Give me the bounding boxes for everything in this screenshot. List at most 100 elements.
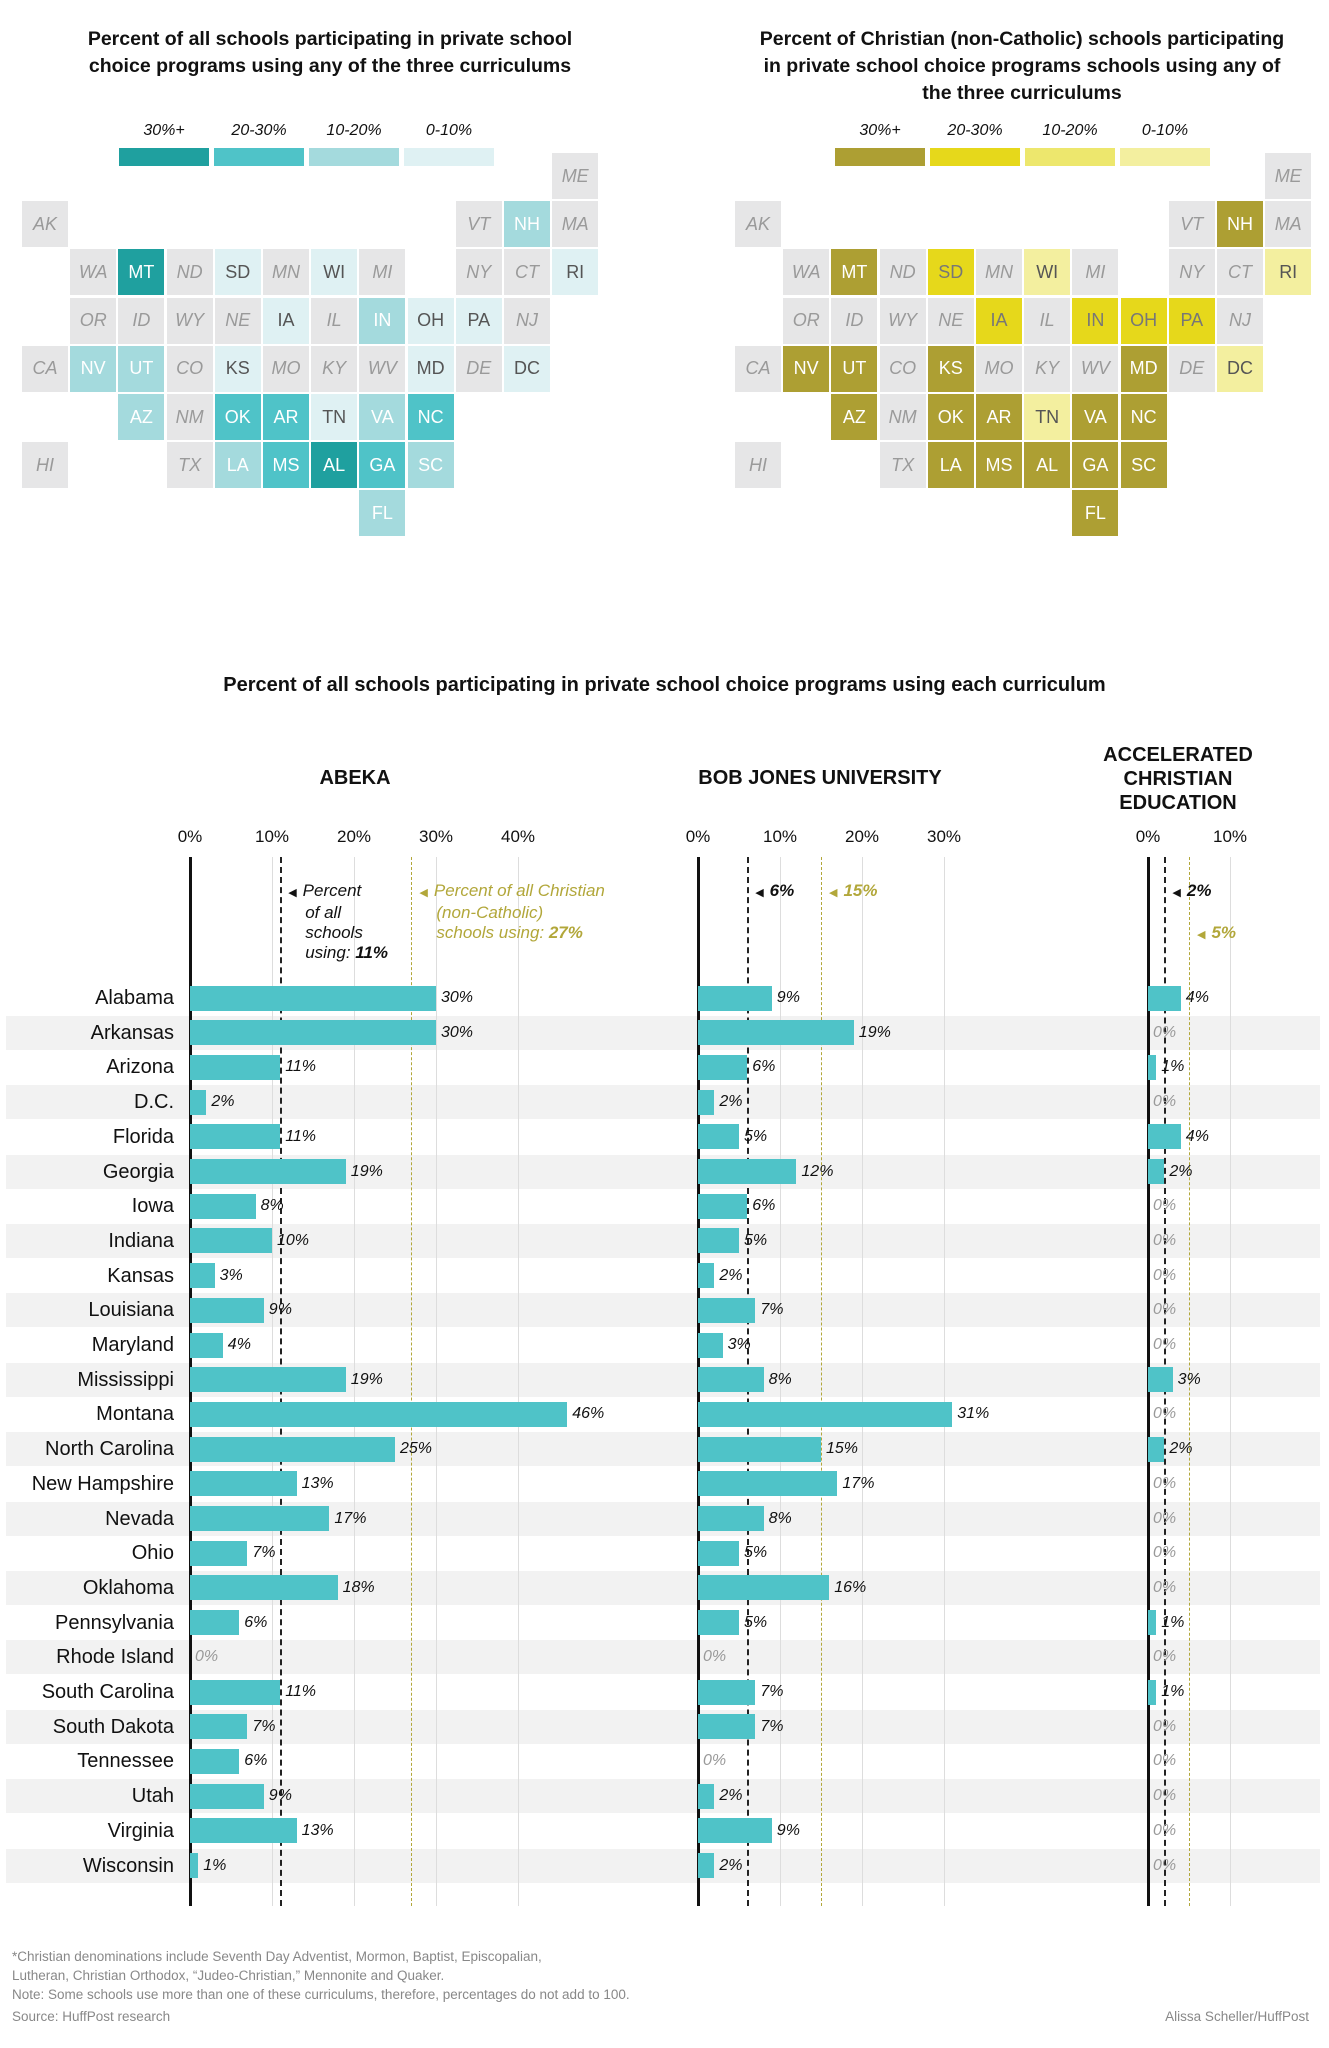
- value-label: 6%: [244, 1613, 268, 1631]
- reference-line-christian: [821, 857, 822, 1906]
- state-tile-hi: HI: [22, 442, 68, 489]
- state-tile-nm: NM: [879, 394, 926, 440]
- bar: [698, 1124, 739, 1150]
- footnote-line: Lutheran, Christian Orthodox, “Judeo-Chr…: [12, 1968, 445, 1983]
- column-title: ACCELERATED CHRISTIAN EDUCATION: [1103, 743, 1253, 815]
- state-tile-tx: TX: [166, 442, 213, 489]
- annotation-text: Percent of all Christian: [433, 881, 605, 900]
- value-label: 0%: [195, 1648, 219, 1666]
- annotation-text: (non-Catholic): [436, 903, 544, 922]
- annotation-line: of all: [305, 903, 388, 923]
- value-label: 8%: [768, 1509, 792, 1527]
- state-tile-wv: WV: [1072, 345, 1119, 392]
- bar: [1148, 1124, 1181, 1150]
- arrow-left-icon: ◀: [1197, 929, 1206, 941]
- value-label: 0%: [1153, 1717, 1177, 1735]
- state-label: Nevada: [105, 1507, 174, 1530]
- bar: [190, 1714, 248, 1740]
- annotation-text: Percent: [302, 881, 362, 900]
- gridline: [518, 857, 519, 1906]
- value-label: 0%: [1153, 1474, 1177, 1492]
- column-title-line: ACCELERATED: [1103, 744, 1253, 766]
- state-label: Kansas: [107, 1264, 174, 1287]
- state-tile-ma: MA: [552, 201, 599, 248]
- source-note: Source: HuffPost research: [12, 2009, 171, 2024]
- state-tile-ks: KS: [214, 345, 261, 392]
- value-label: 0%: [1153, 1197, 1177, 1215]
- value-label: 0%: [1153, 1093, 1177, 1111]
- state-tile-wi: WI: [1024, 249, 1071, 296]
- map-title: Percent of all schools participating in …: [87, 28, 573, 77]
- annotation-line: ◀ Percent: [288, 881, 388, 903]
- state-tile-id: ID: [831, 297, 878, 344]
- value-label: 7%: [760, 1301, 784, 1319]
- state-label: Indiana: [108, 1229, 174, 1252]
- state-tile-nm: NM: [166, 394, 213, 440]
- annotation-value: 2%: [1186, 881, 1212, 900]
- state-tile-hi: HI: [735, 442, 781, 489]
- state-tile-wa: WA: [70, 249, 117, 296]
- bar: [698, 1818, 772, 1844]
- annotation-text: of all: [305, 903, 342, 922]
- annotation-text: using:: [305, 943, 356, 962]
- legend-swatch: [119, 148, 209, 166]
- state-label: D.C.: [134, 1091, 174, 1114]
- bar: [698, 1610, 739, 1636]
- state-tile-ok: OK: [214, 394, 261, 440]
- value-label: 0%: [703, 1648, 727, 1666]
- tick-label: 20%: [844, 827, 880, 846]
- value-label: 4%: [1185, 1127, 1209, 1145]
- value-label: 0%: [1153, 1266, 1177, 1284]
- value-label: 10%: [277, 1231, 310, 1249]
- value-label: 0%: [1153, 1821, 1177, 1839]
- row-background: [6, 1085, 1320, 1120]
- value-label: 0%: [1153, 1231, 1177, 1249]
- legend-label: 10-20%: [1042, 122, 1098, 139]
- bar: [1148, 1610, 1157, 1636]
- legend-label: 0-10%: [1141, 122, 1189, 139]
- value-label: 7%: [760, 1717, 784, 1735]
- state-tile-va: VA: [1072, 394, 1119, 440]
- state-tile-oh: OH: [1120, 297, 1167, 344]
- bar: [1148, 1054, 1157, 1080]
- value-label: 25%: [400, 1440, 433, 1458]
- state-tile-in: IN: [1072, 297, 1119, 344]
- state-tile-nd: ND: [166, 249, 213, 296]
- tick-label: 10%: [762, 827, 798, 846]
- value-label: 9%: [268, 1787, 292, 1805]
- state-tile-ri: RI: [1265, 249, 1312, 296]
- state-label: North Carolina: [45, 1438, 174, 1461]
- bar: [190, 1401, 568, 1427]
- bar: [698, 1540, 739, 1566]
- bar: [190, 985, 436, 1011]
- reference-line-christian: [411, 857, 413, 1906]
- value-label: 7%: [760, 1683, 784, 1700]
- state-tile-dc: DC: [1217, 345, 1263, 392]
- state-tile-dc: DC: [504, 345, 550, 392]
- state-tile-wy: WY: [879, 297, 926, 344]
- bar: [190, 1089, 207, 1115]
- state-tile-ma: MA: [1265, 201, 1312, 248]
- tick-label: 0%: [177, 827, 203, 846]
- gridline: [780, 857, 781, 1906]
- reference-line-christian: [1189, 857, 1190, 1906]
- state-tile-pa: PA: [1168, 297, 1215, 344]
- bar-chart-title: Percent of all schools participating in …: [223, 674, 1106, 696]
- state-tile-oh: OH: [407, 297, 454, 344]
- bar: [190, 1124, 281, 1150]
- value-label: 5%: [744, 1544, 768, 1562]
- value-label: 7%: [252, 1717, 276, 1735]
- legend-swatch: [404, 148, 494, 166]
- state-label: Maryland: [91, 1334, 174, 1356]
- column-title-line: CHRISTIAN: [1123, 768, 1233, 790]
- gridline: [1230, 857, 1231, 1906]
- bar: [190, 1506, 330, 1531]
- annotation-line: (non-Catholic): [436, 903, 605, 923]
- state-tile-sd: SD: [214, 249, 261, 296]
- bar: [698, 1783, 715, 1809]
- value-label: 12%: [801, 1162, 834, 1180]
- bar: [190, 1263, 215, 1289]
- value-label: 2%: [211, 1093, 235, 1111]
- value-label: 19%: [350, 1370, 383, 1388]
- value-label: 0%: [1153, 1336, 1177, 1353]
